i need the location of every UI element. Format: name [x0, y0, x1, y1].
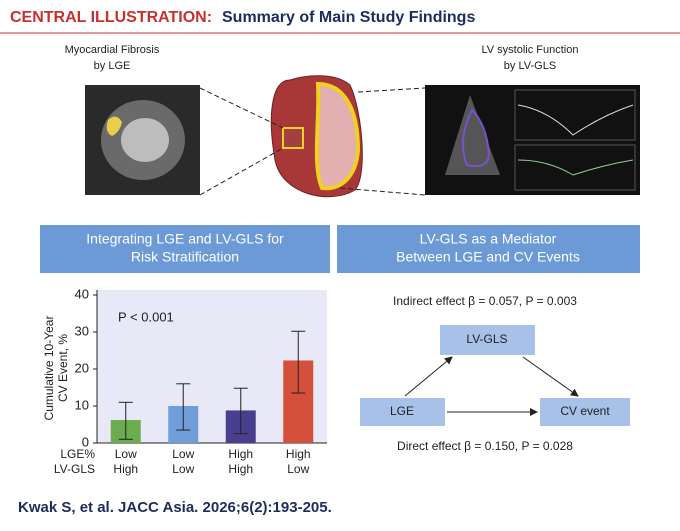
node	[540, 398, 630, 426]
node	[440, 325, 535, 355]
y-tick-label: 10	[75, 397, 89, 412]
x-tick-label: High	[228, 447, 253, 461]
image-label: by LV-GLS	[504, 60, 556, 72]
echo-curve	[517, 159, 634, 176]
image-label: by LGE	[94, 60, 131, 72]
y-tick-label: 40	[75, 286, 89, 301]
panel-heading-text: Between LGE and CV Events	[396, 249, 580, 265]
echo-trace	[462, 108, 491, 168]
y-axis-label: CV Event, %	[56, 334, 70, 402]
y-tick-label: 30	[75, 323, 89, 338]
arrow	[404, 356, 453, 397]
mri-cavity	[121, 118, 169, 162]
y-axis-label: Cumulative 10-Year	[42, 316, 56, 421]
mri-fibrosis	[106, 116, 122, 136]
heart-region	[314, 81, 361, 191]
indirect-effect: Indirect effect β = 0.057, P = 0.003	[393, 294, 577, 308]
echo-plot	[514, 89, 636, 141]
node-label: LGE	[390, 404, 414, 418]
header-title: Summary of Main Study Findings	[222, 9, 475, 26]
node	[360, 398, 445, 426]
x-row-name: LV-GLS	[54, 462, 95, 476]
x-tick-label: Low	[172, 447, 194, 461]
panel-heading-text: Integrating LGE and LV-GLS for	[86, 231, 284, 247]
x-tick-label: Low	[115, 447, 137, 461]
header-label: CENTRAL ILLUSTRATION:	[10, 9, 212, 26]
x-tick-label: Low	[287, 462, 309, 476]
heart-roi	[282, 127, 304, 149]
echo-plot	[514, 144, 636, 191]
x-tick-label: High	[286, 447, 311, 461]
panel-heading-text: Risk Stratification	[131, 249, 239, 265]
connector	[339, 187, 426, 196]
echo-sector	[445, 95, 500, 175]
node-label: CV event	[560, 404, 610, 418]
y-tick-label: 0	[82, 434, 89, 449]
connector	[199, 87, 284, 129]
annotation: P < 0.001	[118, 309, 174, 324]
x-row-name: LGE%	[60, 447, 95, 461]
echo-curve	[517, 104, 634, 136]
image-label: Myocardial Fibrosis	[65, 44, 160, 56]
panel-heading	[337, 225, 640, 273]
direct-effect: Direct effect β = 0.150, P = 0.028	[397, 439, 573, 453]
x-tick-label: High	[228, 462, 253, 476]
node-label: LV-GLS	[466, 332, 507, 346]
panel-heading	[40, 225, 330, 273]
x-tick-label: High	[113, 462, 138, 476]
arrow	[522, 356, 579, 397]
connector	[357, 87, 426, 93]
panel-heading-text: LV-GLS as a Mediator	[420, 231, 557, 247]
x-tick-label: Low	[172, 462, 194, 476]
image-label: LV systolic Function	[481, 44, 578, 56]
citation: Kwak S, et al. JACC Asia. 2026;6(2):193-…	[18, 499, 332, 516]
y-tick-label: 20	[75, 360, 89, 375]
